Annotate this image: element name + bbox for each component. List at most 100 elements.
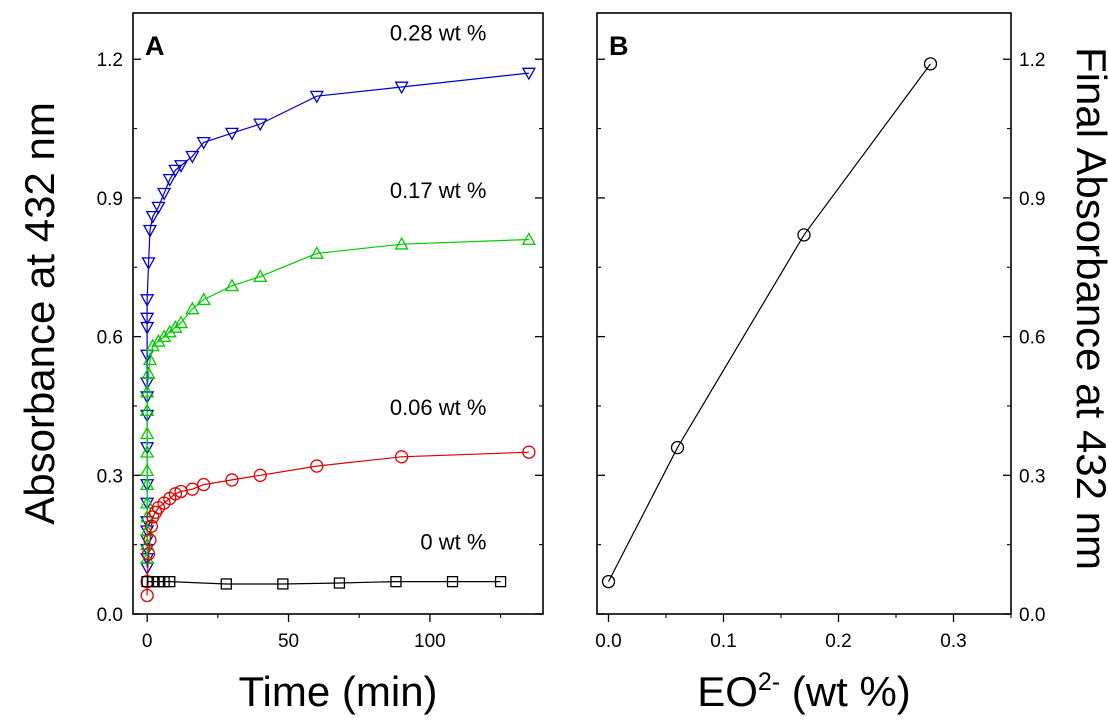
panel-a-data-point [141,257,156,270]
panel-b-plot-frame [596,12,1012,615]
panel-a-data-point [196,136,211,150]
panel-a-xtick-label: 50 [278,631,299,652]
panel-a-data-point [141,366,156,380]
panel-a-data-point [173,160,189,173]
panel-a-data-point [145,338,160,352]
panel-a-data-point [253,118,268,132]
panel-a-series-3 [141,575,507,590]
panel-a-data-point [140,588,154,603]
panel-a-plot-frame [132,12,544,615]
panel-a-data-point [152,575,165,588]
panel-b-ytick-label: 0.0 [1019,605,1045,626]
panel-a-data-point [309,90,324,104]
panel-b-xlabel: EO2- (wt %) [697,668,911,715]
panel-a-data-point [140,463,155,477]
panel-a-data-point [309,246,324,259]
panel-b-xtick-label: 0.2 [825,631,851,652]
panel-a-data-point [140,312,155,326]
panel-a-ytick-label: 0.9 [97,189,123,210]
panel-a-data-point [141,575,153,588]
panel-b-xtick-label: 0.3 [940,631,966,652]
panel-b-xtick-label: 0.0 [595,631,621,652]
panel-a-data-point [144,519,159,533]
panel-b-panel-letter: B [609,31,629,61]
panel-a-series-label: 0 wt % [420,529,486,554]
panel-a-ytick-label: 1.2 [97,50,123,71]
panel-a-data-point [156,329,172,343]
panel-a-data-point [277,578,289,590]
panel-b-data-point [923,57,938,71]
panel-a-data-point [185,301,200,315]
panel-a-data-point [390,575,402,588]
panel-a-data-point [225,473,239,487]
panel-b: 0.0 0.3 0.6 0.9 1.2 0.0 0.1 0.2 0.3 B Final Absorb… [595,12,1108,715]
panel-a-data-point [394,81,409,95]
panel-a-series-line [146,451,529,596]
panel-a-data-point [521,67,536,81]
panel-a-data-point [522,445,536,459]
panel-a-data-point [253,468,267,482]
panel-a-panel-letter: A [145,31,165,61]
panel-a-data-point [168,320,183,333]
panel-b-ytick-label: 0.3 [1019,466,1045,487]
panel-a-data-point [162,324,177,338]
panel-a-data-point [168,164,183,178]
panel-a: 0.0 0.3 0.6 0.9 1.2 0 50 100 A Absorbance at 432 … [16,12,544,715]
panel-b-xtick-label: 0.1 [710,631,736,652]
panel-b-ylabel: Final Absorbance at 432 nm [1068,47,1108,570]
panel-a-data-point [220,578,232,590]
panel-a-data-point [140,477,155,491]
panel-a-xlabel: Time (min) [238,668,437,715]
panel-a-data-point [168,487,183,501]
panel-a-data-point [140,403,155,417]
panel-a-data-point [140,384,155,398]
panel-a-series-0 [140,67,536,576]
panel-a-data-point [494,575,507,588]
panel-b-ytick-label: 1.2 [1019,50,1045,71]
panel-b-data-point [797,228,811,242]
panel-a-series-label: 0.06 wt % [390,395,487,420]
panel-a-ytick-label: 0.0 [97,605,123,626]
panel-a-data-point [394,450,409,464]
panel-a-data-point [140,495,155,509]
panel-a-data-point [143,533,157,547]
panel-a-xtick-label: 0 [142,631,153,652]
panel-a-data-point [224,127,240,141]
panel-a-data-point [140,321,155,335]
panel-a-data-point [156,187,172,201]
panel-a-ylabel: Absorbance at 432 nm [16,102,63,525]
panel-a-data-point [333,577,346,589]
panel-a-data-point [196,292,211,306]
panel-a-data-point [185,150,200,164]
panel-a-data-point [142,224,158,238]
panel-b-series-line [607,63,931,582]
panel-a-data-point [151,333,166,347]
panel-b-ytick-label: 0.6 [1019,328,1045,349]
panel-a-data-point [253,269,268,282]
panel-a-data-point [173,315,189,329]
panel-a-data-point [151,201,166,215]
panel-a-series-label: 0.17 wt % [390,178,487,203]
panel-a-data-point [185,482,200,496]
panel-b-data-point [601,574,616,589]
panel-a-data-point [140,523,155,537]
panel-a-series-label: 0.28 wt % [390,21,487,46]
panel-a-series-line [147,580,501,585]
panel-a-xtick-label: 100 [414,631,446,652]
panel-a-data-point [142,352,158,366]
panel-a-data-point [164,575,176,588]
panel-b-series-0 [601,57,938,589]
panel-a-data-point [147,575,159,588]
panel-a-data-point [140,426,155,440]
panel-a-ytick-label: 0.3 [97,466,123,487]
panel-a-data-point [162,173,177,187]
panel-a-data-point [158,575,170,588]
panel-b-ytick-label: 0.9 [1019,189,1045,210]
panel-a-data-point [521,232,536,245]
panel-a-data-point [224,278,240,292]
panel-a-data-point [197,477,211,492]
panel-b-data-point [670,440,685,455]
panel-a-data-point [140,294,155,307]
panel-a-data-point [140,444,155,458]
